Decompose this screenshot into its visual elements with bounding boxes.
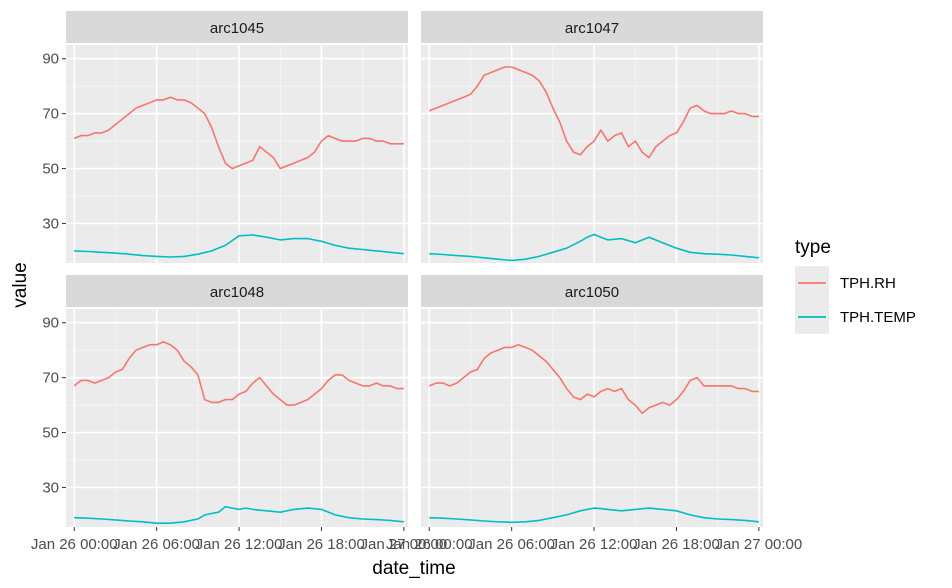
y-tick-label: 50 [42, 425, 59, 442]
series-line-TPH.TEMP [74, 505, 404, 524]
panel-background [66, 45, 408, 263]
facet-strip [421, 275, 763, 307]
facet-strip-label: arc1047 [565, 20, 619, 37]
x-tick-label: Jan 26 00:00 [31, 536, 118, 553]
y-axis: 30 50 70 90 30 50 70 90 [42, 51, 66, 496]
x-tick-label: Jan 26 18:00 [633, 536, 720, 553]
legend-title: type [795, 237, 831, 258]
series-line-TPH.TEMP [74, 234, 404, 258]
y-tick-label: 50 [42, 161, 59, 178]
y-tick-label: 70 [42, 106, 59, 123]
legend-label-TPH.TEMP: TPH.TEMP [840, 309, 916, 326]
series-line-TPH.RH [428, 66, 759, 159]
facet-panels: arc1045 arc1047 arc1048 arc1050 [66, 11, 763, 527]
x-tick-label: Jan 27 00:00 [716, 536, 803, 553]
panel-background [66, 309, 408, 527]
facet-strip-label: arc1048 [210, 284, 264, 301]
facet-panel-arc1045: arc1045 [66, 11, 408, 263]
y-tick-label: 30 [42, 215, 59, 232]
x-tick-label: Jan 26 00:00 [386, 536, 473, 553]
facet-panel-arc1048: arc1048 [66, 275, 408, 527]
x-tick-label: Jan 26 12:00 [551, 536, 638, 553]
panel-background [421, 309, 763, 527]
series-line-TPH.RH [428, 343, 759, 415]
facet-strip-label: arc1045 [210, 20, 264, 37]
x-tick-label: Jan 26 06:00 [113, 536, 200, 553]
facet-strip [66, 275, 408, 307]
x-tick-label: Jan 27 00:00 [361, 536, 448, 553]
series-line-TPH.RH [73, 341, 404, 406]
facet-strip [66, 11, 408, 43]
legend: type TPH.RH TPH.TEMP [795, 237, 916, 334]
y-tick-label: 90 [42, 51, 59, 68]
facet-strip-label: arc1050 [565, 284, 619, 301]
x-tick-label: Jan 26 18:00 [278, 536, 365, 553]
series-line-TPH.TEMP [429, 507, 759, 524]
x-tick-label: Jan 26 06:00 [468, 536, 555, 553]
facet-strip [421, 11, 763, 43]
series-line-TPH.RH [73, 96, 404, 170]
legend-label-TPH.RH: TPH.RH [840, 275, 896, 292]
y-tick-label: 70 [42, 370, 59, 387]
y-axis-title: value [10, 262, 31, 307]
y-tick-label: 90 [42, 315, 59, 332]
panel-background [421, 45, 763, 263]
x-axis-title: date_time [372, 558, 455, 579]
facet-panel-arc1050: arc1050 [421, 275, 763, 527]
series-line-TPH.TEMP [429, 233, 759, 262]
y-tick-label: 30 [42, 479, 59, 496]
x-tick-label: Jan 26 12:00 [196, 536, 283, 553]
facet-panel-arc1047: arc1047 [421, 11, 763, 263]
